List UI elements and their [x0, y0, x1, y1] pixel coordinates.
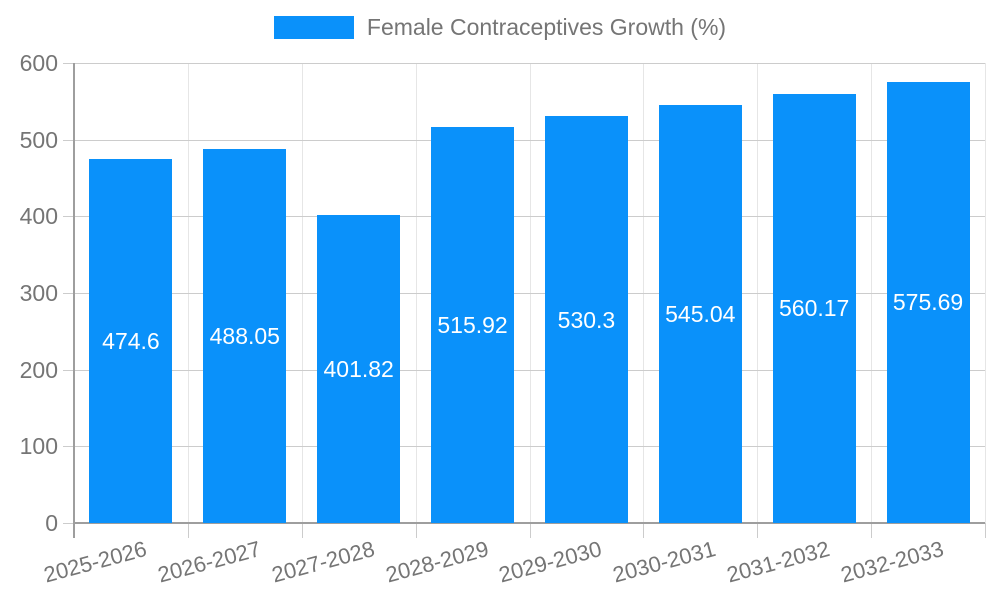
legend-label: Female Contraceptives Growth (%): [366, 14, 727, 40]
y-axis-tick: [63, 523, 74, 524]
x-axis-tick: [187, 523, 189, 538]
bar[interactable]: [317, 214, 401, 523]
gridline-horizontal: [74, 63, 985, 64]
x-axis-tick: [301, 523, 303, 538]
x-axis-tick: [415, 523, 417, 538]
y-axis-tick-label: 600: [19, 50, 58, 76]
gridline-vertical: [985, 63, 986, 523]
y-axis-tick: [63, 63, 74, 64]
bar[interactable]: [89, 159, 173, 523]
x-axis-tick: [871, 523, 873, 538]
bar[interactable]: [544, 116, 628, 523]
bar-value-label: 474.6: [102, 328, 160, 355]
y-axis-tick: [63, 369, 74, 371]
bar-value-label: 530.3: [557, 306, 616, 333]
gridline-horizontal: [74, 293, 985, 294]
y-axis-tick-label: 500: [19, 126, 58, 153]
y-axis-tick-label: 0: [45, 510, 58, 536]
bar-value-label: 401.82: [323, 355, 394, 382]
x-axis-tick: [529, 523, 531, 538]
gridline-horizontal: [74, 139, 985, 141]
bar[interactable]: [431, 127, 515, 523]
bar[interactable]: [772, 93, 856, 523]
y-axis-tick: [63, 216, 74, 218]
x-axis-tick: [757, 523, 759, 538]
gridline-horizontal: [74, 446, 985, 448]
x-axis-line: [73, 522, 985, 524]
bar-value-label: 560.17: [779, 295, 850, 322]
bar[interactable]: [658, 105, 742, 523]
bar-value-label: 575.69: [892, 289, 964, 316]
bar-value-label: 515.92: [437, 312, 508, 339]
y-axis-tick: [63, 446, 74, 448]
y-axis-tick: [63, 293, 74, 294]
x-axis-tick: [985, 523, 986, 538]
y-axis-tick-label: 100: [19, 433, 58, 460]
bar-value-label: 488.05: [209, 322, 280, 349]
gridline-horizontal: [74, 216, 985, 218]
gridline-horizontal: [74, 369, 985, 371]
bar[interactable]: [886, 81, 970, 523]
bar-value-label: 545.04: [665, 301, 736, 328]
y-axis-tick-label: 300: [19, 280, 58, 306]
y-axis-tick-label: 400: [19, 203, 58, 230]
legend: Female Contraceptives Growth (%): [0, 14, 1000, 41]
y-axis-line: [73, 63, 75, 538]
bar[interactable]: [203, 148, 287, 523]
y-axis-tick: [63, 139, 74, 141]
y-axis-tick-label: 200: [19, 356, 58, 383]
legend-swatch: [273, 16, 354, 39]
x-axis-tick: [643, 523, 645, 538]
